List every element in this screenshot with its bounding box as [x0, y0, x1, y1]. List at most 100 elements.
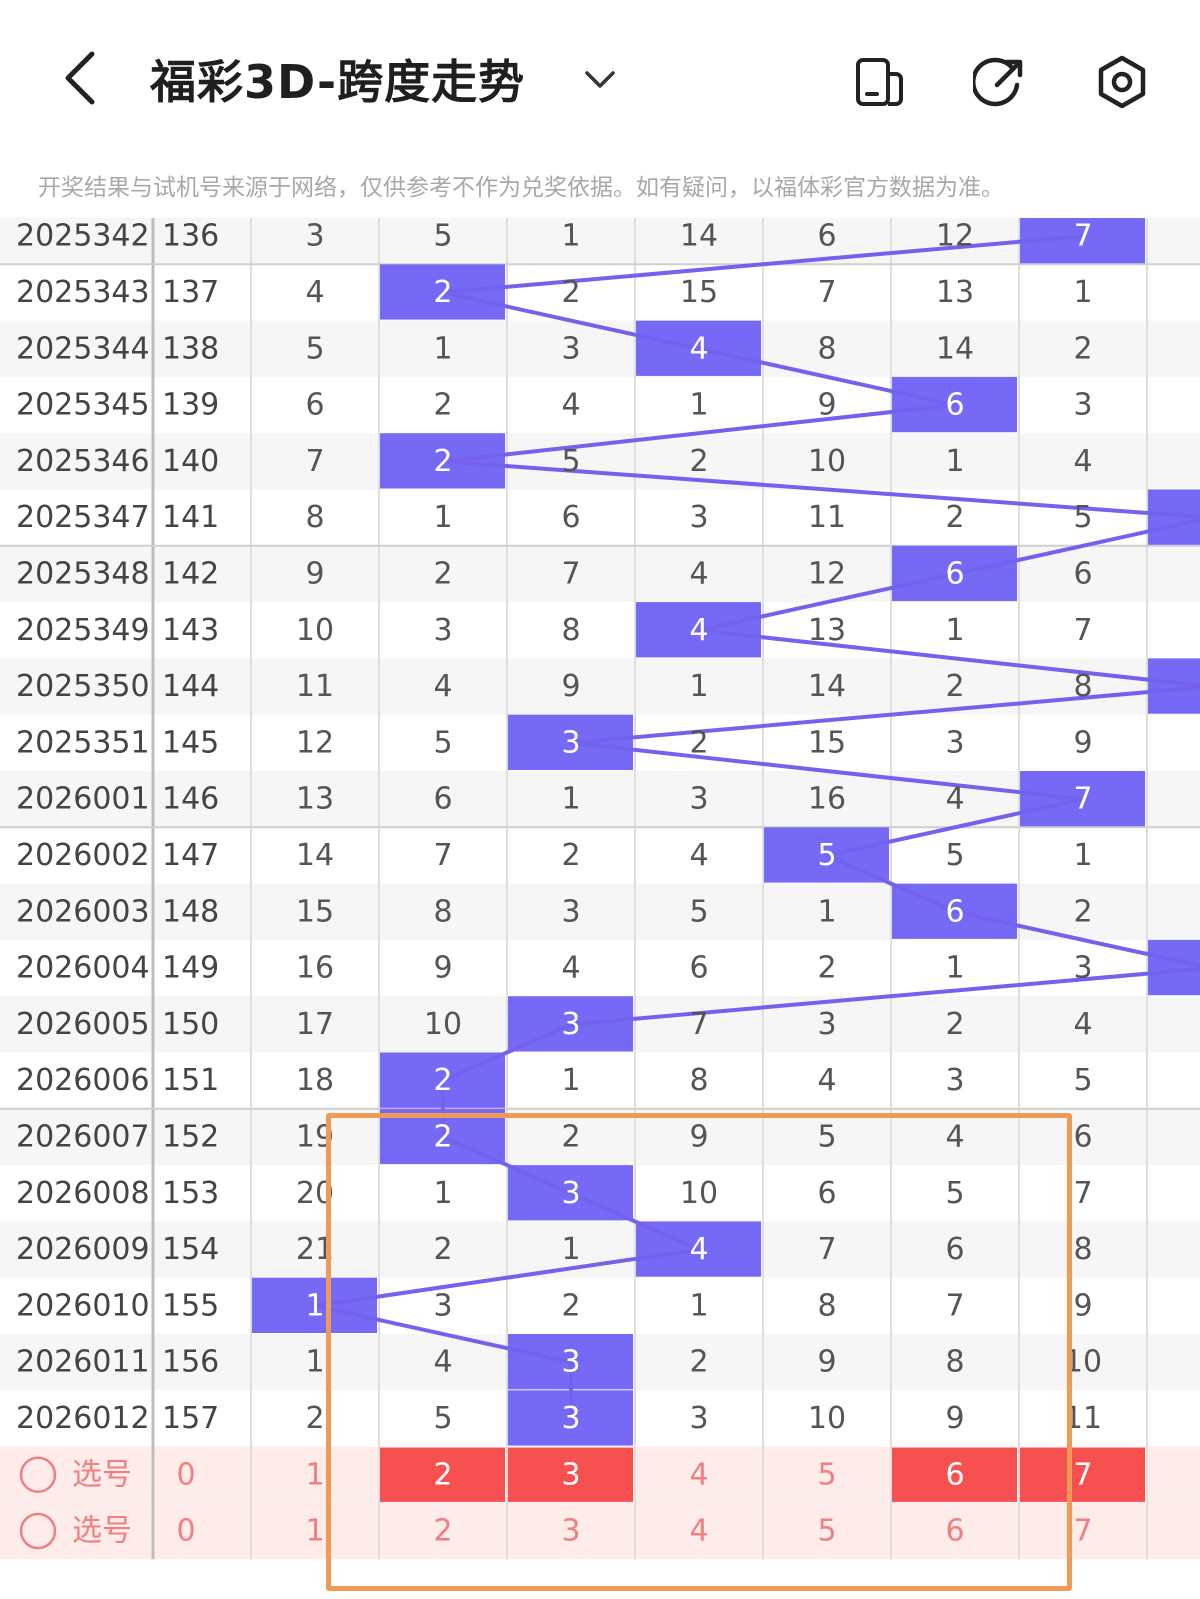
select-radio-icon[interactable]	[19, 1512, 57, 1550]
span-cell-value: 8	[817, 331, 836, 366]
settings-button[interactable]	[1090, 50, 1154, 114]
sequence-number: 140	[162, 444, 219, 479]
span-cell-value[interactable]: 2	[433, 1119, 452, 1154]
select-radio-icon[interactable]	[19, 1456, 57, 1493]
span-cell-value: 8	[689, 1063, 708, 1098]
span-cell-value[interactable]: 6	[945, 556, 964, 591]
span-cell-value: 4	[433, 1345, 452, 1380]
span-cell-value[interactable]: 7	[1073, 782, 1092, 817]
sequence-number: 157	[162, 1401, 219, 1436]
span-cell-value[interactable]: 6	[945, 894, 964, 929]
issue-number: 2025347	[16, 500, 150, 535]
span-cell-value: 1	[433, 1176, 452, 1211]
span-cell-value[interactable]: 7	[1073, 219, 1092, 254]
span-cell-value: 9	[689, 1119, 708, 1154]
issue-number: 2026009	[16, 1232, 150, 1267]
title-dropdown-button[interactable]	[578, 60, 622, 100]
pick-row-bg	[0, 1502, 1200, 1560]
share-button[interactable]	[970, 52, 1030, 112]
span-cell-value[interactable]: 3	[561, 725, 580, 760]
pick-number[interactable]: 3	[561, 1457, 580, 1492]
pick-number[interactable]: 4	[689, 1457, 708, 1492]
span-cell-value[interactable]: 3	[561, 1345, 580, 1380]
span-cell-value: 2	[945, 500, 964, 535]
span-cell-value: 8	[945, 1345, 964, 1380]
span-cell-value[interactable]: 4	[689, 1232, 708, 1267]
pick-number[interactable]: 2	[433, 1514, 452, 1549]
span-cell-value: 2	[433, 388, 452, 423]
table-row-bg	[0, 1221, 1200, 1278]
span-cell-value: 3	[689, 500, 708, 535]
span-cell-value[interactable]: 3	[561, 1007, 580, 1042]
pick-number[interactable]: 2	[433, 1457, 452, 1492]
pick-row-label[interactable]: 选号	[72, 1514, 132, 1549]
span-cell-value: 9	[433, 951, 452, 986]
layout-toggle-button[interactable]	[850, 52, 910, 112]
span-cell-value: 7	[433, 838, 452, 873]
sequence-number: 152	[162, 1119, 219, 1154]
pick-selected-cell[interactable]	[1020, 1447, 1145, 1502]
span-cell-value: 4	[433, 669, 452, 704]
span-cell-value: 1	[433, 331, 452, 366]
issue-number: 2026010	[16, 1288, 150, 1323]
sequence-number: 153	[162, 1176, 219, 1211]
span-cell-value[interactable]: 4	[689, 613, 708, 648]
span-cell-value: 20	[296, 1176, 334, 1211]
span-cell-value: 6	[689, 951, 708, 986]
span-cell-value: 8	[817, 1288, 836, 1323]
span-cell-value[interactable]: 2	[433, 275, 452, 310]
span-cell-value: 7	[945, 1288, 964, 1323]
pick-number[interactable]: 1	[305, 1514, 324, 1549]
span-cell-value: 19	[296, 1119, 334, 1154]
span-cell-value[interactable]: 4	[689, 331, 708, 366]
span-cell-value[interactable]: 5	[817, 838, 836, 873]
span-cell-value[interactable]: 1	[305, 1288, 324, 1323]
span-cell-value: 4	[945, 782, 964, 817]
chevron-left-icon	[65, 51, 95, 105]
share-icon	[973, 57, 1023, 107]
span-cell-value: 4	[561, 388, 580, 423]
pick-number[interactable]: 4	[689, 1514, 708, 1549]
span-cell-value: 4	[945, 1119, 964, 1154]
span-cell-value: 5	[945, 838, 964, 873]
pick-row-label[interactable]: 选号	[72, 1457, 132, 1492]
back-button[interactable]	[50, 45, 110, 111]
span-cell-value: 1	[689, 1288, 708, 1323]
span-cell-value: 9	[817, 1345, 836, 1380]
span-cell-value: 11	[296, 669, 334, 704]
span-cell-value: 9	[561, 669, 580, 704]
span-cell-value: 2	[433, 1232, 452, 1267]
span-cell-value[interactable]: 3	[561, 1176, 580, 1211]
pick-selected-cell[interactable]	[380, 1447, 505, 1502]
sequence-number: 141	[162, 500, 219, 535]
span-trend-table[interactable]: 2025342 136 3 5 1 14 6 12 7 2025343 137 4 2 2 15 7 13 1 20…	[0, 218, 1200, 1599]
pick-number[interactable]: 6	[945, 1514, 964, 1549]
pick-number[interactable]: 5	[817, 1457, 836, 1492]
pick-number[interactable]: 7	[1073, 1514, 1092, 1549]
issue-number: 2026008	[16, 1176, 150, 1211]
span-cell-value: 11	[1064, 1401, 1102, 1436]
pick-selected-cell[interactable]	[892, 1447, 1017, 1502]
hit-cell[interactable]	[1148, 939, 1200, 996]
pick-number[interactable]: 7	[1073, 1457, 1092, 1492]
span-cell-value: 6	[1073, 1119, 1092, 1154]
span-cell-value: 15	[680, 275, 718, 310]
span-cell-value[interactable]: 6	[945, 388, 964, 423]
span-cell-value: 8	[433, 894, 452, 929]
pick-number[interactable]: 1	[305, 1457, 324, 1492]
span-cell-value: 3	[561, 894, 580, 929]
span-cell-value[interactable]: 3	[561, 1401, 580, 1436]
issue-number: 2026007	[16, 1119, 150, 1154]
pick-count: 0	[176, 1514, 195, 1549]
span-cell-value[interactable]: 2	[433, 1063, 452, 1098]
sequence-number: 143	[162, 613, 219, 648]
span-cell-value[interactable]: 2	[433, 444, 452, 479]
page-title[interactable]: 福彩3D-跨度走势	[150, 55, 526, 109]
pick-selected-cell[interactable]	[508, 1447, 633, 1502]
pick-number[interactable]: 6	[945, 1457, 964, 1492]
span-cell-value: 1	[561, 219, 580, 254]
pick-number[interactable]: 3	[561, 1514, 580, 1549]
sequence-number: 154	[162, 1232, 219, 1267]
span-cell-value: 5	[433, 725, 452, 760]
pick-number[interactable]: 5	[817, 1514, 836, 1549]
